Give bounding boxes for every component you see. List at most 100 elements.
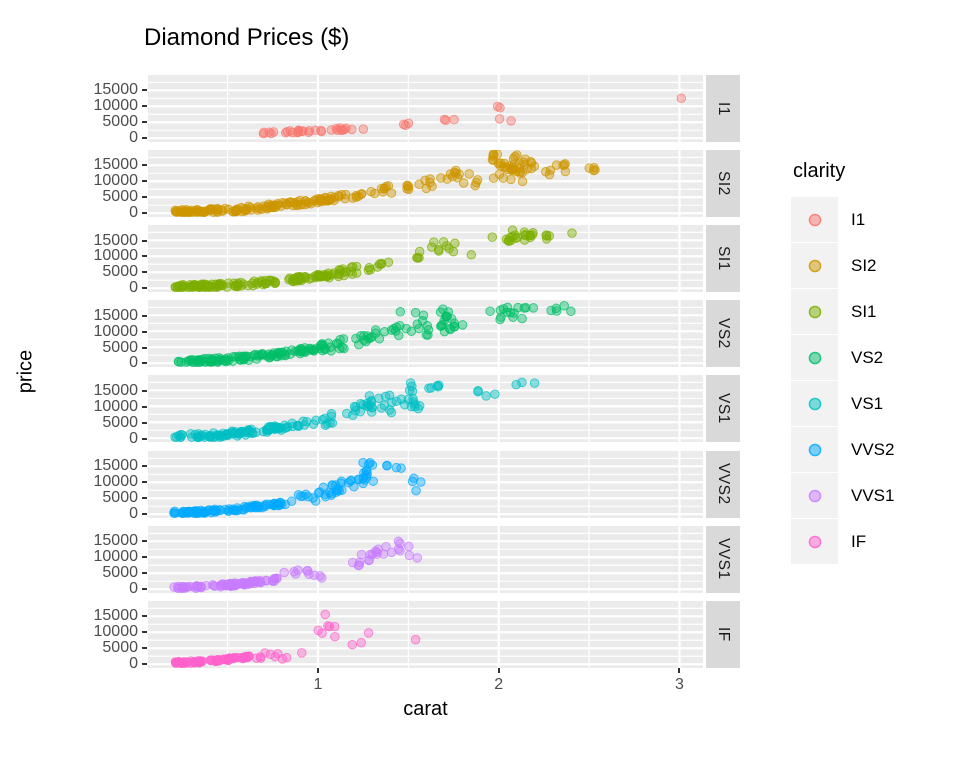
data-point (495, 103, 505, 113)
y-tick-mark (142, 330, 147, 333)
data-point (326, 409, 337, 419)
data-point (282, 126, 292, 137)
data-point (248, 576, 259, 586)
legend-entry-if: IF (791, 519, 894, 565)
y-tick-label: 5000 (102, 338, 138, 356)
y-tick-label: 15000 (93, 306, 139, 324)
y-tick-mark (142, 405, 147, 408)
data-point (210, 581, 220, 591)
data-point (510, 151, 520, 162)
data-point (525, 230, 536, 241)
y-tick-label: 0 (129, 354, 138, 372)
data-point (382, 460, 392, 470)
legend-label: I1 (851, 210, 866, 229)
facet-panel-vs1 (148, 375, 703, 443)
data-point (311, 415, 321, 426)
data-point (348, 410, 358, 421)
data-point (336, 125, 346, 135)
data-point (393, 536, 404, 546)
y-tick-mark (142, 539, 147, 542)
y-tick-label: 10000 (93, 622, 139, 640)
data-point (334, 485, 345, 495)
data-point (509, 159, 520, 169)
data-point (423, 330, 433, 341)
data-point (247, 428, 257, 438)
y-tick-mark (142, 496, 147, 499)
x-tick-mark (678, 667, 681, 673)
data-point (403, 395, 413, 405)
y-tick-mark (142, 196, 147, 199)
data-point (347, 124, 357, 135)
data-point (511, 380, 521, 390)
facet-canvas (148, 75, 703, 142)
data-point (506, 164, 517, 175)
data-point (411, 485, 421, 495)
facet-strip-label: SI1 (715, 246, 732, 272)
facet-strip-vs2: VS2 (706, 300, 740, 368)
data-point (206, 507, 217, 517)
data-point (290, 568, 301, 579)
facet-canvas (148, 150, 703, 218)
data-point (177, 205, 187, 215)
facet-strip-if: IF (706, 600, 740, 668)
data-point (417, 316, 428, 326)
y-tick-mark (142, 89, 147, 92)
data-point (368, 475, 378, 486)
y-tick-mark (142, 464, 147, 467)
data-point (273, 423, 284, 433)
data-point (303, 127, 314, 137)
y-tick-mark (142, 480, 147, 483)
data-point (386, 188, 397, 198)
facet-strip-label: IF (715, 626, 732, 642)
data-point (246, 502, 256, 512)
x-tick-label: 2 (494, 675, 504, 693)
data-point (316, 340, 327, 350)
data-point (191, 507, 201, 518)
data-point (223, 353, 234, 363)
data-point (473, 387, 483, 397)
y-tick-label: 10000 (93, 547, 139, 565)
data-point (255, 577, 266, 587)
data-point (439, 114, 450, 125)
data-point (203, 282, 214, 293)
data-point (358, 457, 368, 467)
data-point (420, 175, 430, 186)
legend-point-icon (808, 259, 821, 272)
data-point (191, 357, 202, 368)
data-point (242, 204, 252, 214)
data-point (354, 557, 365, 567)
x-tick-mark (497, 667, 500, 673)
data-point (398, 119, 409, 130)
data-point (589, 163, 599, 173)
data-point (351, 268, 362, 278)
y-tick-label: 0 (129, 204, 138, 222)
data-point (264, 276, 275, 286)
y-tick-label: 0 (129, 654, 138, 672)
x-axis-label: carat (403, 698, 448, 720)
facet-strip-si1: SI1 (706, 225, 740, 293)
data-point (356, 189, 367, 199)
data-point (213, 280, 224, 290)
data-point (412, 253, 422, 263)
data-point (412, 552, 423, 563)
data-point (244, 651, 254, 661)
data-point (396, 394, 407, 405)
legend-entry-i1: I1 (791, 197, 894, 243)
data-point (364, 554, 375, 565)
data-point (297, 647, 307, 658)
data-point (541, 234, 552, 244)
data-point (320, 489, 331, 499)
data-point (238, 279, 249, 289)
data-point (232, 281, 243, 292)
data-point (313, 272, 323, 282)
facet-strip-label: VS1 (715, 393, 732, 425)
data-point (374, 394, 384, 404)
x-tick-label: 3 (675, 675, 684, 693)
data-point (517, 176, 528, 187)
y-tick-label: 10000 (93, 472, 139, 490)
facet-canvas (148, 300, 703, 368)
data-point (277, 653, 288, 664)
data-point (173, 581, 183, 591)
data-point (362, 466, 372, 476)
data-point (274, 500, 284, 510)
